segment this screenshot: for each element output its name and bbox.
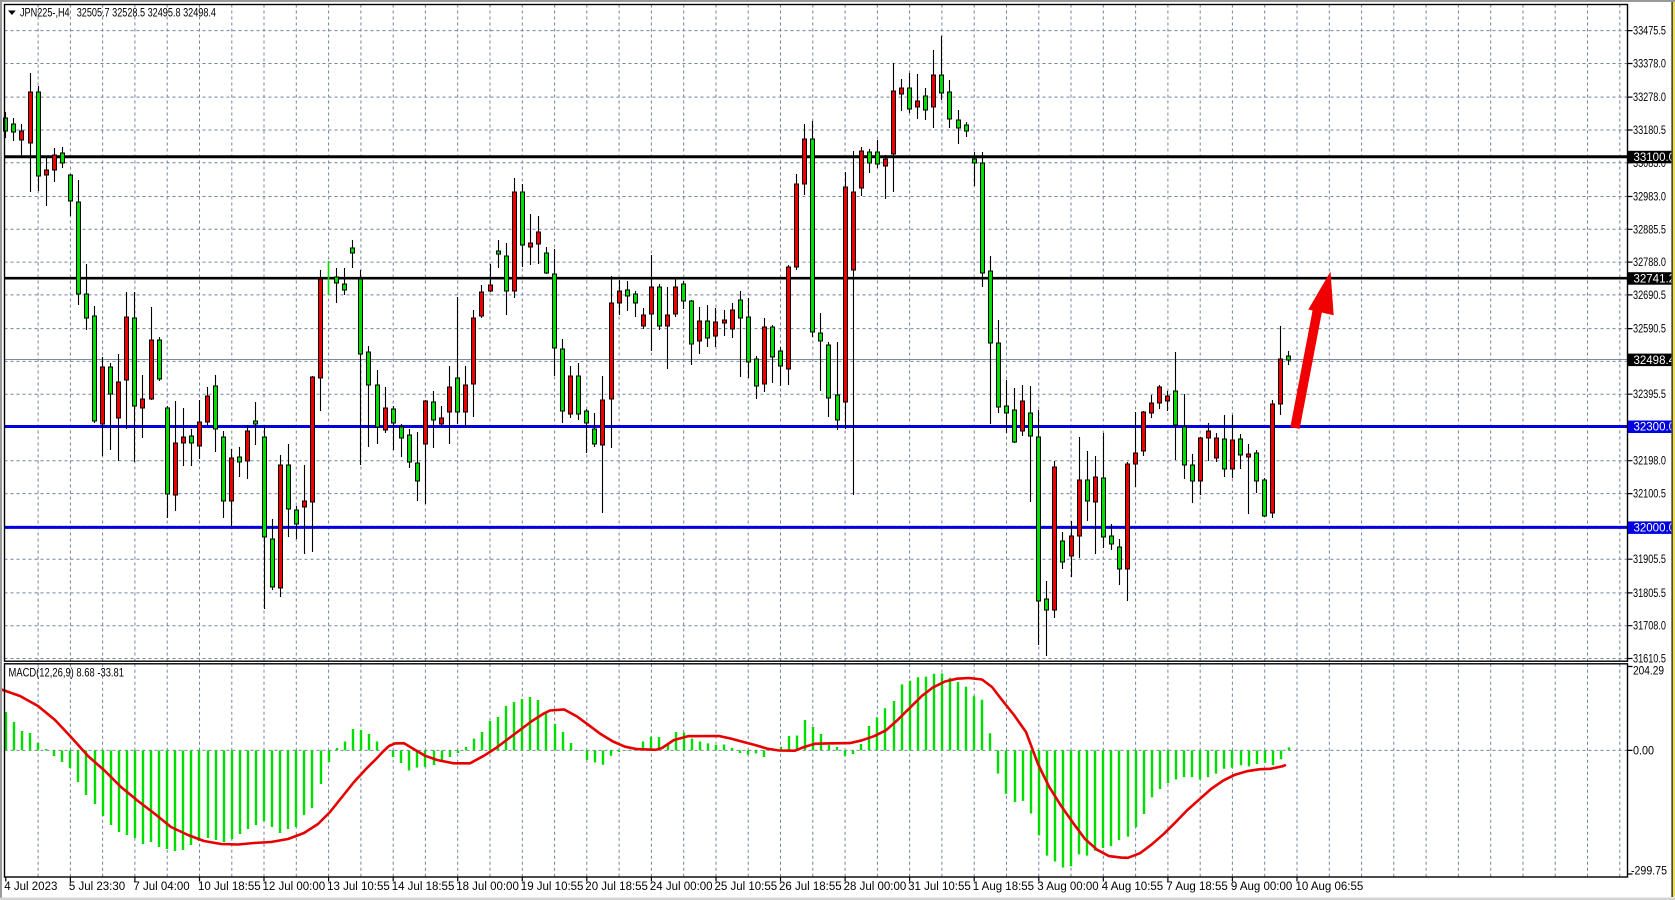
svg-text:26 Jul 18:55: 26 Jul 18:55	[779, 881, 842, 893]
svg-text:32788.0: 32788.0	[1633, 257, 1666, 269]
svg-text:7 Aug 18:55: 7 Aug 18:55	[1166, 881, 1227, 893]
svg-text:10 Aug 06:55: 10 Aug 06:55	[1296, 881, 1364, 893]
svg-text:32690.5: 32690.5	[1633, 290, 1666, 302]
svg-text:31708.0: 31708.0	[1633, 621, 1666, 633]
svg-text:204.29: 204.29	[1633, 666, 1664, 678]
svg-text:32000.0: 32000.0	[1634, 523, 1675, 535]
svg-text:32885.5: 32885.5	[1633, 224, 1666, 236]
svg-text:3 Aug 00:00: 3 Aug 00:00	[1037, 881, 1098, 893]
svg-text:5 Jul 23:30: 5 Jul 23:30	[69, 881, 125, 893]
svg-text:31805.5: 31805.5	[1633, 588, 1666, 600]
svg-text:32983.0: 32983.0	[1633, 192, 1666, 204]
svg-text:32741.2: 32741.2	[1634, 273, 1675, 285]
svg-text:32100.5: 32100.5	[1633, 489, 1666, 501]
svg-text:13 Jul 10:55: 13 Jul 10:55	[327, 881, 390, 893]
svg-text:31905.5: 31905.5	[1633, 554, 1666, 566]
svg-text:33378.0: 33378.0	[1633, 59, 1666, 71]
svg-text:-299.75: -299.75	[1631, 866, 1667, 878]
svg-text:25 Jul 10:55: 25 Jul 10:55	[715, 881, 778, 893]
svg-text:33100.0: 33100.0	[1634, 152, 1675, 164]
svg-text:32395.5: 32395.5	[1633, 389, 1666, 401]
svg-text:32590.5: 32590.5	[1633, 324, 1666, 336]
svg-text:32300.0: 32300.0	[1634, 422, 1675, 434]
svg-text:32498.4: 32498.4	[1634, 355, 1675, 367]
svg-text:33475.5: 33475.5	[1633, 26, 1666, 38]
svg-text:32198.0: 32198.0	[1633, 456, 1666, 468]
svg-text:4 Aug 10:55: 4 Aug 10:55	[1102, 881, 1163, 893]
svg-text:JPN225-,H4 32505.7 32528.5 32: JPN225-,H4 32505.7 32528.5 32495.8 32498…	[20, 7, 216, 19]
svg-text:9 Aug 00:00: 9 Aug 00:00	[1231, 881, 1292, 893]
svg-text:19 Jul 10:55: 19 Jul 10:55	[521, 881, 584, 893]
svg-text:0.00: 0.00	[1633, 745, 1654, 757]
svg-text:4 Jul 2023: 4 Jul 2023	[4, 881, 57, 893]
svg-text:31610.5: 31610.5	[1633, 654, 1666, 666]
svg-text:18 Jul 00:00: 18 Jul 00:00	[456, 881, 519, 893]
svg-text:31 Jul 10:55: 31 Jul 10:55	[908, 881, 971, 893]
svg-text:33278.0: 33278.0	[1633, 92, 1666, 104]
svg-text:28 Jul 00:00: 28 Jul 00:00	[844, 881, 907, 893]
svg-text:33180.5: 33180.5	[1633, 125, 1666, 137]
svg-text:24 Jul 00:00: 24 Jul 00:00	[650, 881, 713, 893]
svg-text:12 Jul 00:00: 12 Jul 00:00	[263, 881, 326, 893]
svg-text:14 Jul 18:55: 14 Jul 18:55	[392, 881, 455, 893]
svg-text:20 Jul 18:55: 20 Jul 18:55	[585, 881, 648, 893]
svg-text:1 Aug 18:55: 1 Aug 18:55	[973, 881, 1034, 893]
svg-text:10 Jul 18:55: 10 Jul 18:55	[198, 881, 261, 893]
svg-text:MACD(12,26,9) 8.68 -33.81: MACD(12,26,9) 8.68 -33.81	[9, 668, 125, 680]
svg-text:7 Jul 04:00: 7 Jul 04:00	[133, 881, 189, 893]
